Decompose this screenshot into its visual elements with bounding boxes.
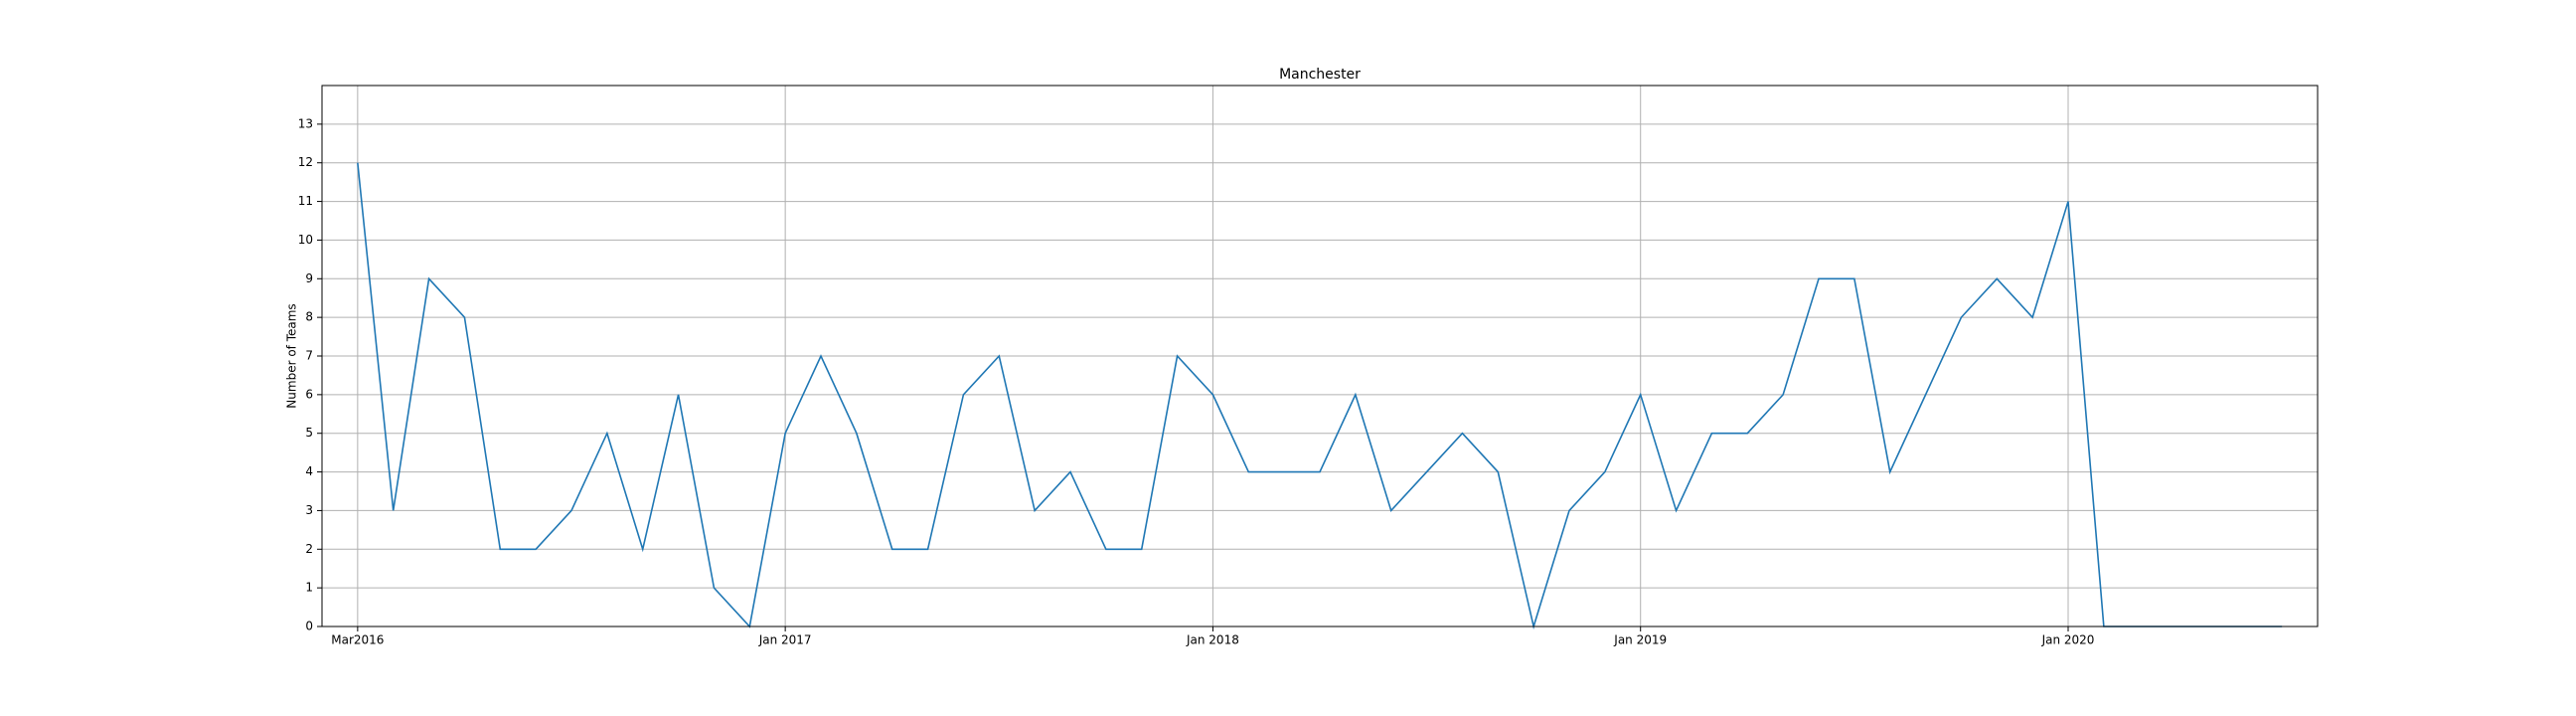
x-tick-label: Jan 2018 bbox=[1186, 633, 1239, 647]
chart-title: Manchester bbox=[1279, 67, 1361, 83]
y-tick-label: 2 bbox=[305, 542, 313, 556]
y-tick-label: 9 bbox=[305, 271, 313, 285]
y-axis-label: Number of Teams bbox=[285, 303, 299, 408]
y-tick-label: 5 bbox=[305, 426, 313, 440]
y-tick-label: 7 bbox=[305, 349, 313, 363]
data-line bbox=[357, 162, 2283, 630]
y-tick-label: 11 bbox=[298, 194, 313, 208]
y-tick-label: 3 bbox=[305, 503, 313, 517]
x-tick-label: Mar2016 bbox=[331, 633, 384, 647]
y-tick-label: 6 bbox=[305, 387, 313, 401]
y-tick-label: 13 bbox=[298, 116, 313, 130]
x-tick-label: Jan 2019 bbox=[1613, 633, 1667, 647]
y-tick-label: 8 bbox=[305, 310, 313, 324]
x-tick-label: Jan 2017 bbox=[758, 633, 812, 647]
y-tick-label: 0 bbox=[305, 620, 313, 633]
y-tick-label: 10 bbox=[298, 233, 313, 247]
y-tick-label: 1 bbox=[305, 581, 313, 595]
plot-frame bbox=[321, 85, 2319, 627]
y-tick-label: 12 bbox=[298, 155, 313, 169]
y-tick-label: 4 bbox=[305, 464, 313, 478]
x-tick-label: Jan 2020 bbox=[2041, 633, 2095, 647]
